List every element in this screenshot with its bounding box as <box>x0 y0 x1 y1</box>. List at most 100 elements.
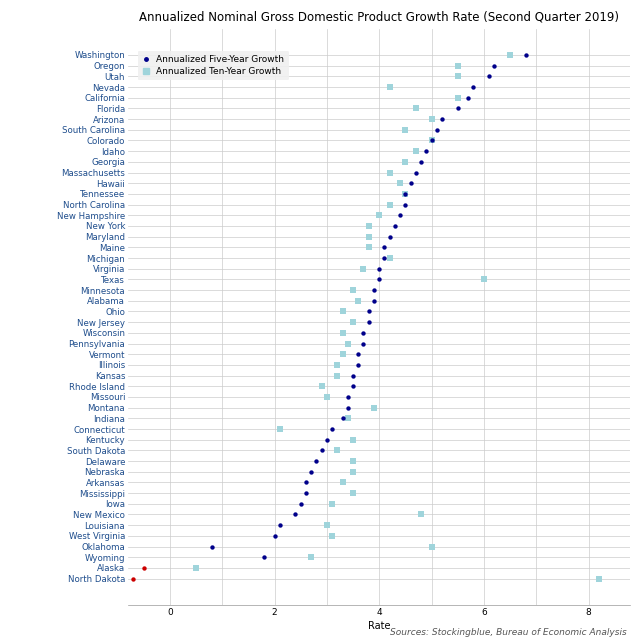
Point <box>342 413 353 424</box>
Point <box>353 296 364 306</box>
Point <box>337 328 348 338</box>
Point <box>437 114 447 124</box>
Point <box>342 339 353 349</box>
Point <box>301 477 311 488</box>
Point <box>505 50 515 60</box>
Title: Annualized Nominal Gross Domestic Product Growth Rate (Second Quarter 2019): Annualized Nominal Gross Domestic Produc… <box>139 10 619 24</box>
Point <box>484 71 494 81</box>
Point <box>139 563 149 573</box>
Point <box>468 82 479 92</box>
Point <box>479 275 489 285</box>
Point <box>426 541 436 552</box>
Point <box>463 93 474 103</box>
Point <box>426 135 436 145</box>
Point <box>369 285 379 295</box>
Point <box>348 285 358 295</box>
Point <box>348 381 358 392</box>
Point <box>400 189 410 199</box>
Point <box>400 157 410 167</box>
Point <box>400 189 410 199</box>
Point <box>327 424 337 434</box>
Point <box>452 61 463 71</box>
Point <box>385 168 395 178</box>
Point <box>306 552 316 563</box>
Point <box>380 253 390 263</box>
Point <box>411 103 421 113</box>
Point <box>385 82 395 92</box>
Point <box>317 381 327 392</box>
Point <box>348 456 358 466</box>
Point <box>342 392 353 402</box>
Point <box>327 531 337 541</box>
Point <box>594 573 604 584</box>
Point <box>337 307 348 317</box>
Point <box>348 488 358 499</box>
Point <box>128 573 138 584</box>
Point <box>452 71 463 81</box>
Point <box>342 403 353 413</box>
Point <box>269 531 280 541</box>
Point <box>348 435 358 445</box>
Point <box>411 146 421 156</box>
Point <box>332 445 342 456</box>
Point <box>306 467 316 477</box>
Point <box>332 371 342 381</box>
Point <box>364 317 374 327</box>
Point <box>327 499 337 509</box>
Point <box>374 275 384 285</box>
Point <box>296 499 306 509</box>
Point <box>364 232 374 242</box>
Point <box>259 552 269 563</box>
Point <box>421 146 431 156</box>
Point <box>348 467 358 477</box>
Point <box>385 200 395 210</box>
Point <box>426 135 436 145</box>
Point <box>426 114 436 124</box>
Point <box>395 178 405 188</box>
Point <box>332 360 342 370</box>
Point <box>400 200 410 210</box>
Point <box>452 103 463 113</box>
Text: Sources: Stockingblue, Bureau of Economic Analysis: Sources: Stockingblue, Bureau of Economi… <box>390 628 627 637</box>
Point <box>353 349 364 359</box>
Legend: Annualized Five-Year Growth, Annualized Ten-Year Growth: Annualized Five-Year Growth, Annualized … <box>138 51 289 81</box>
Point <box>358 264 369 274</box>
Point <box>489 61 499 71</box>
Point <box>301 488 311 499</box>
Point <box>390 221 400 231</box>
Point <box>275 520 285 531</box>
Point <box>416 157 426 167</box>
Point <box>317 445 327 456</box>
Point <box>374 210 384 220</box>
Point <box>348 317 358 327</box>
Point <box>337 477 348 488</box>
Point <box>369 296 379 306</box>
Point <box>311 456 321 466</box>
Point <box>358 339 369 349</box>
Point <box>520 50 531 60</box>
Point <box>291 509 301 520</box>
Point <box>416 509 426 520</box>
Point <box>364 242 374 252</box>
Point <box>431 125 442 135</box>
Point <box>337 349 348 359</box>
Point <box>191 563 201 573</box>
Point <box>452 93 463 103</box>
Point <box>369 403 379 413</box>
Point <box>385 232 395 242</box>
Point <box>353 360 364 370</box>
Point <box>400 125 410 135</box>
X-axis label: Rate: Rate <box>368 621 390 631</box>
Point <box>385 253 395 263</box>
Point <box>322 392 332 402</box>
Point <box>374 264 384 274</box>
Point <box>337 413 348 424</box>
Point <box>364 307 374 317</box>
Point <box>364 221 374 231</box>
Point <box>406 178 416 188</box>
Point <box>322 435 332 445</box>
Point <box>358 328 369 338</box>
Point <box>348 371 358 381</box>
Point <box>322 520 332 531</box>
Point <box>411 168 421 178</box>
